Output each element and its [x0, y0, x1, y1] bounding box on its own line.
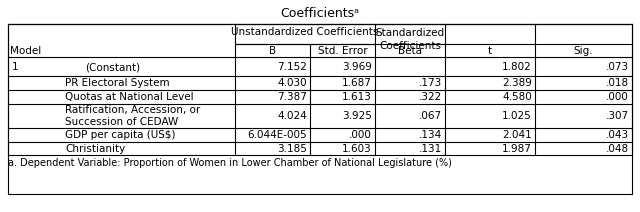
- Text: 1.987: 1.987: [502, 144, 532, 153]
- Text: .043: .043: [606, 130, 629, 140]
- Text: B: B: [269, 46, 276, 56]
- Text: Std. Error: Std. Error: [317, 46, 367, 56]
- Text: 3.969: 3.969: [342, 63, 372, 73]
- Text: 1.603: 1.603: [342, 144, 372, 153]
- Text: .173: .173: [419, 78, 442, 88]
- Text: 4.580: 4.580: [502, 92, 532, 102]
- Text: 3.925: 3.925: [342, 111, 372, 121]
- Text: .307: .307: [606, 111, 629, 121]
- Text: Beta: Beta: [398, 46, 422, 56]
- Text: 1.802: 1.802: [502, 63, 532, 73]
- Text: .322: .322: [419, 92, 442, 102]
- Text: PR Electoral System: PR Electoral System: [65, 78, 170, 88]
- Text: Standardized
Coefficients: Standardized Coefficients: [376, 28, 445, 51]
- Text: .067: .067: [419, 111, 442, 121]
- Text: a. Dependent Variable: Proportion of Women in Lower Chamber of National Legislat: a. Dependent Variable: Proportion of Wom…: [8, 158, 452, 168]
- Text: Model: Model: [10, 46, 41, 56]
- Text: .134: .134: [419, 130, 442, 140]
- Text: (Constant): (Constant): [85, 63, 140, 73]
- Text: .048: .048: [606, 144, 629, 153]
- Text: 4.024: 4.024: [277, 111, 307, 121]
- Text: 4.030: 4.030: [277, 78, 307, 88]
- Text: Unstandardized Coefficients: Unstandardized Coefficients: [231, 27, 379, 37]
- Text: 3.185: 3.185: [277, 144, 307, 153]
- Text: 7.387: 7.387: [277, 92, 307, 102]
- Text: t: t: [488, 46, 492, 56]
- Text: GDP per capita (US$): GDP per capita (US$): [65, 130, 175, 140]
- Text: 1.613: 1.613: [342, 92, 372, 102]
- Text: 1.687: 1.687: [342, 78, 372, 88]
- Text: .000: .000: [349, 130, 372, 140]
- Text: Sig.: Sig.: [573, 46, 593, 56]
- Text: Quotas at National Level: Quotas at National Level: [65, 92, 194, 102]
- Text: Christianity: Christianity: [65, 144, 125, 153]
- Text: .073: .073: [606, 63, 629, 73]
- Text: Coefficientsᵃ: Coefficientsᵃ: [280, 7, 360, 20]
- Text: 6.044E-005: 6.044E-005: [248, 130, 307, 140]
- Text: 2.389: 2.389: [502, 78, 532, 88]
- Bar: [8, 24, 632, 194]
- Text: 2.041: 2.041: [502, 130, 532, 140]
- Text: 1.025: 1.025: [502, 111, 532, 121]
- Text: 7.152: 7.152: [277, 63, 307, 73]
- Text: 1: 1: [12, 63, 19, 73]
- Text: Ratification, Accession, or
Succession of CEDAW: Ratification, Accession, or Succession o…: [65, 105, 200, 127]
- Text: .131: .131: [419, 144, 442, 153]
- Text: .018: .018: [606, 78, 629, 88]
- Text: .000: .000: [606, 92, 629, 102]
